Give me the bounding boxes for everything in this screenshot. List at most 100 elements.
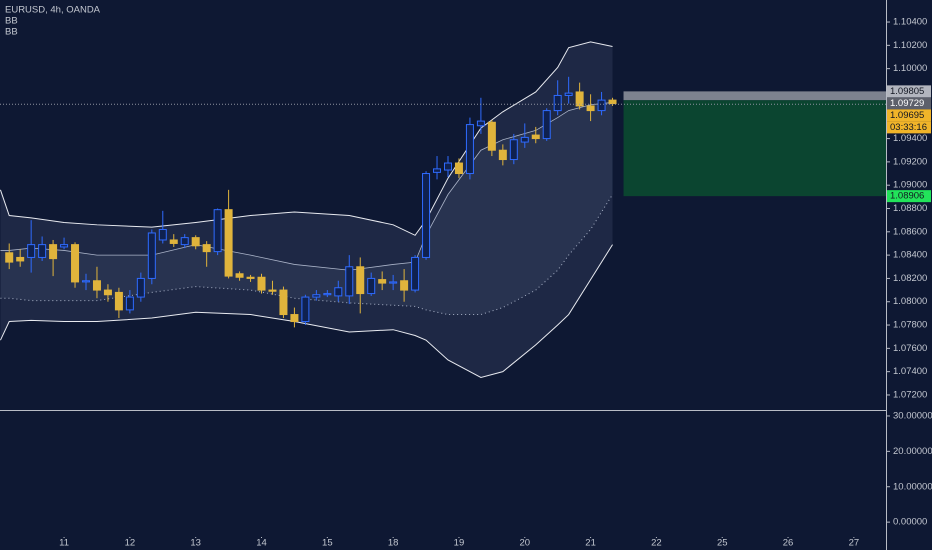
y-tick-label: 1.08800 [893, 203, 927, 214]
y-tick-label: 1.08000 [893, 296, 927, 307]
candle-body [136, 277, 145, 298]
candle-body [334, 287, 343, 297]
entry-badge-label: 1.09729 [890, 98, 924, 109]
candle-body [301, 296, 310, 323]
entry-badge [887, 97, 931, 110]
x-tick-label: 18 [388, 538, 399, 549]
candle-body [213, 209, 222, 253]
candle-body [180, 237, 189, 246]
last-price-badge [887, 109, 931, 122]
candle-body [597, 99, 606, 112]
candle-body [158, 228, 167, 241]
candle-body [553, 94, 562, 112]
candle-body [312, 294, 321, 298]
candle-body [443, 162, 452, 171]
candle-body [411, 256, 420, 291]
candle-body [367, 277, 376, 295]
y-tick-label: 1.10200 [893, 40, 927, 51]
countdown-label: 03:33:16 [890, 122, 927, 133]
candle-body [279, 289, 288, 316]
candle-body [564, 92, 573, 96]
y-tick-label: 1.07600 [893, 343, 927, 354]
candle-body [268, 289, 277, 292]
stop-badge [887, 85, 931, 98]
candle-body [422, 173, 431, 258]
y-tick-label: 1.10000 [893, 63, 927, 74]
candle-body [465, 124, 474, 175]
y-tick-label: 0.00000 [893, 517, 927, 528]
candle-body [224, 209, 233, 277]
y-tick-label: 1.07800 [893, 320, 927, 331]
x-tick-label: 26 [783, 538, 794, 549]
candle-body [202, 244, 211, 253]
candle-body [38, 244, 47, 258]
target-zone [623, 100, 886, 197]
y-tick-label: 1.09400 [893, 133, 927, 144]
indicator-legend: BB [5, 16, 18, 27]
band-lower [0, 244, 613, 379]
candle-body [433, 168, 442, 173]
candle-body [520, 136, 529, 143]
y-tick-label: 1.08200 [893, 273, 927, 284]
y-tick-label: 1.09000 [893, 180, 927, 191]
candle-body [608, 99, 617, 105]
x-tick-label: 27 [849, 538, 860, 549]
candle-body [257, 276, 266, 291]
candle-body [125, 296, 134, 311]
candle-body [290, 314, 299, 323]
stop-zone [623, 91, 886, 101]
countdown-badge [887, 121, 931, 134]
target-badge-label: 1.08906 [890, 191, 924, 202]
candle-body [60, 244, 69, 248]
y-tick-label: 1.08400 [893, 250, 927, 261]
band-upper [0, 41, 613, 236]
x-tick-label: 19 [454, 538, 465, 549]
candle-body [378, 279, 387, 284]
candle-body [542, 110, 551, 140]
candle-body [169, 239, 178, 244]
target-badge [887, 190, 931, 203]
x-tick-label: 22 [651, 538, 662, 549]
x-tick-label: 20 [519, 538, 530, 549]
candle-body [103, 289, 112, 296]
candle-body [71, 244, 80, 283]
stop-badge-label: 1.09805 [890, 86, 924, 97]
candle-body [345, 266, 354, 297]
candle-body [92, 280, 101, 291]
chart-title: EURUSD, 4h, OANDA [5, 5, 101, 16]
candle-body [235, 273, 244, 278]
candle-body [5, 252, 14, 263]
candle-body [454, 162, 463, 175]
candle-body [586, 105, 595, 112]
candle-body [191, 237, 200, 247]
x-tick-label: 21 [585, 538, 596, 549]
y-tick-label: 20.00000 [893, 446, 932, 457]
candle-body [575, 91, 584, 107]
x-tick-label: 13 [190, 538, 201, 549]
y-tick-label: 1.10400 [893, 17, 927, 28]
y-tick-label: 1.09200 [893, 156, 927, 167]
candle-body [82, 280, 91, 283]
candle-body [476, 120, 485, 127]
x-tick-label: 14 [256, 538, 267, 549]
plot-area [0, 41, 617, 379]
candle-body [323, 293, 332, 296]
candle-body [400, 280, 409, 291]
candle-body [246, 276, 255, 279]
last-price-badge-label: 1.09695 [890, 110, 924, 121]
candle-body [487, 121, 496, 151]
x-tick-label: 12 [125, 538, 136, 549]
candle-body [16, 256, 25, 262]
candle-body [114, 291, 123, 311]
candle-body [27, 244, 36, 258]
y-tick-label: 30.00000 [893, 410, 932, 421]
y-tick-label: 1.07400 [893, 366, 927, 377]
y-tick-label: 10.00000 [893, 481, 932, 492]
candle-body [356, 266, 365, 295]
candle-body [498, 149, 507, 161]
candle-body [147, 232, 156, 279]
candle-body [389, 281, 398, 284]
candle-body [531, 134, 540, 140]
y-tick-label: 1.07200 [893, 389, 927, 400]
